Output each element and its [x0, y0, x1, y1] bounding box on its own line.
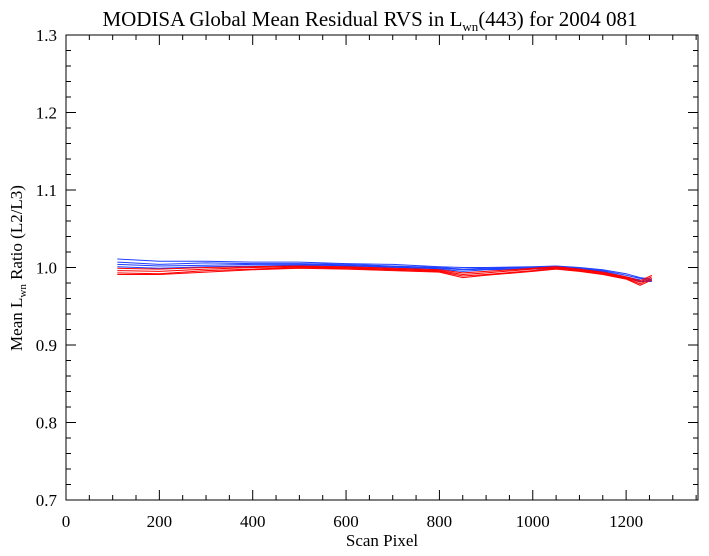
series-line-red	[117, 265, 653, 282]
y-tick-label: 1.3	[36, 26, 57, 45]
series-line-red	[117, 266, 653, 285]
y-tick-label: 1.2	[36, 104, 57, 123]
x-tick-label: 800	[427, 512, 453, 531]
y-axis-label: Mean Lwn Ratio (L2/L3)	[7, 185, 29, 351]
series-line-red	[117, 267, 653, 286]
x-axis-label: Scan Pixel	[346, 531, 419, 550]
x-tick-label: 400	[240, 512, 266, 531]
y-tick-label: 1.0	[36, 259, 57, 278]
series-line-red	[117, 266, 653, 283]
y-tick-label: 0.7	[36, 491, 58, 510]
series-line-blue	[117, 261, 652, 281]
x-tick-label: 600	[333, 512, 359, 531]
y-tick-label: 0.8	[36, 414, 57, 433]
x-tick-label: 1200	[609, 512, 643, 531]
x-tick-label: 1000	[516, 512, 550, 531]
y-tick-label: 1.1	[36, 181, 57, 200]
chart-title: MODISA Global Mean Residual RVS in Lwn(4…	[102, 7, 637, 34]
series-line-blue	[117, 258, 652, 280]
x-axis: 0 200 400 600 800 1000 1200	[62, 35, 697, 531]
plot-area	[65, 34, 699, 501]
x-tick-label: 200	[147, 512, 173, 531]
x-tick-label: 0	[62, 512, 71, 531]
y-axis: 0.7 0.8 0.9 1.0 1.1 1.2 1.3	[36, 26, 698, 510]
y-tick-label: 0.9	[36, 336, 57, 355]
